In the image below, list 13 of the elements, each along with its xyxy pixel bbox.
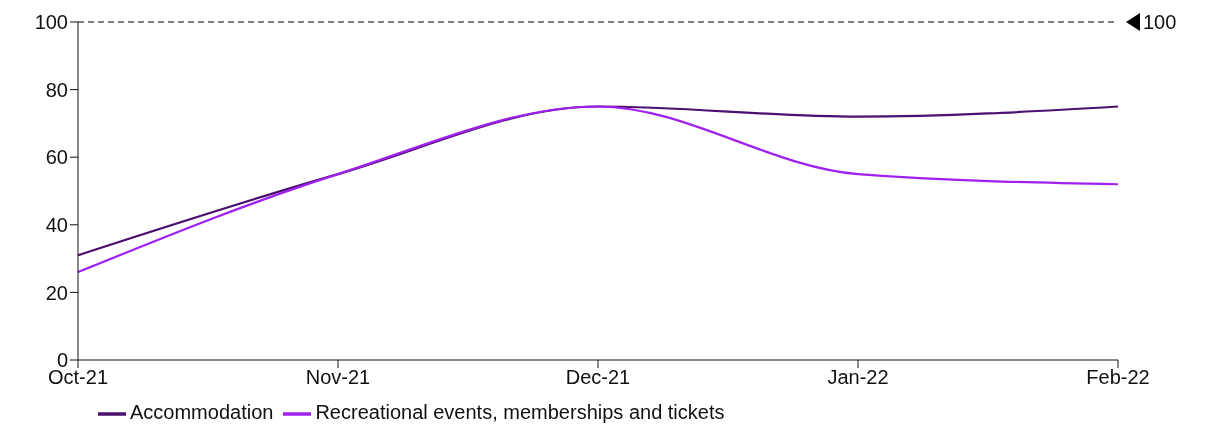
x-tick-label: Nov-21 [305, 366, 371, 389]
x-tick-label: Jan-22 [827, 366, 889, 389]
y-tick-label: 100 [34, 11, 68, 34]
y-tick-label: 40 [45, 213, 68, 236]
y-tick-label: 20 [45, 281, 68, 304]
legend-label: Recreational events, memberships and tickets [315, 401, 725, 424]
x-tick-label: Dec-21 [565, 366, 631, 389]
legend-label: Accommodation [130, 401, 274, 424]
x-tick-label: Oct-21 [47, 366, 109, 389]
x-tick-label: Feb-22 [1086, 366, 1150, 389]
y-tick-label: 80 [45, 78, 68, 101]
y-tick-label: 60 [45, 146, 68, 169]
ref-line-label: 100 [1143, 11, 1177, 33]
